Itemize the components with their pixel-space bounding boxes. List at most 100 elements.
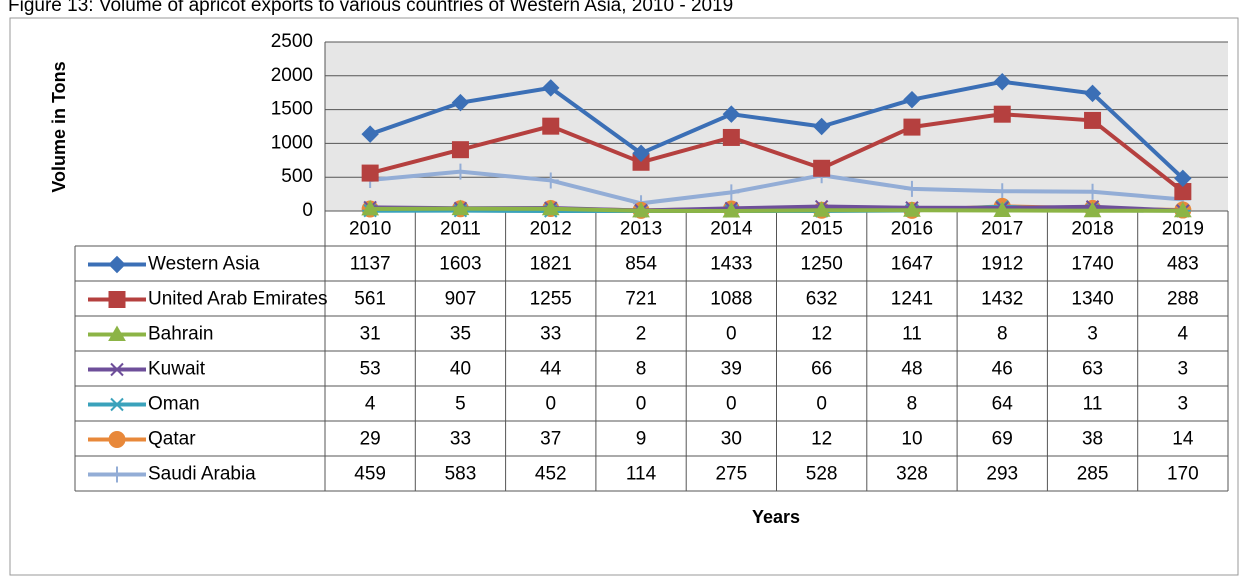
table-cell: 1740 (1071, 254, 1113, 275)
marker (632, 201, 650, 218)
y-tick-label: 2000 (271, 65, 313, 86)
marker (903, 180, 920, 197)
table-cell: 8 (636, 359, 647, 380)
table-cell: 14 (1172, 429, 1194, 450)
legend-label: Kuwait (148, 359, 206, 380)
x-tick-label: 2011 (440, 219, 481, 240)
marker (361, 125, 379, 143)
marker (722, 128, 740, 146)
marker (1083, 201, 1102, 218)
marker (723, 184, 740, 201)
table-cell: 39 (721, 359, 742, 380)
table-cell: 0 (816, 394, 827, 415)
legend-label: United Arab Emirates (148, 289, 328, 310)
y-tick-label: 1500 (271, 99, 313, 120)
table-cell: 0 (726, 324, 737, 345)
table-cell: 1912 (981, 254, 1023, 275)
y-tick-label: 500 (281, 166, 313, 187)
table-cell: 8 (907, 394, 918, 415)
table-cell: 328 (896, 464, 928, 485)
marker (451, 141, 469, 159)
x-tick-label: 2017 (981, 219, 1023, 240)
table-cell: 11 (1083, 394, 1103, 415)
x-tick-label: 2015 (801, 219, 843, 240)
table-cell: 114 (626, 464, 657, 485)
marker (1174, 169, 1192, 188)
table-cell: 583 (445, 464, 477, 485)
table-cell: 10 (901, 429, 922, 450)
table-cell: 3 (1178, 394, 1189, 415)
marker (632, 144, 650, 162)
marker (542, 172, 559, 189)
series-line (369, 79, 1185, 180)
marker (993, 201, 1012, 217)
marker (722, 201, 741, 218)
y-tick-label: 1000 (271, 132, 313, 153)
table-cell: 288 (1167, 289, 1199, 310)
table-cell: 1432 (981, 289, 1023, 310)
table-cell: 46 (992, 359, 1013, 380)
table-cell: 37 (540, 429, 561, 450)
legend-label: Qatar (148, 429, 196, 450)
marker (108, 255, 126, 274)
marker (903, 201, 921, 217)
table-cell: 1255 (530, 289, 572, 310)
legend-label: Saudi Arabia (148, 464, 256, 485)
table-cell: 30 (721, 429, 742, 450)
series-line (369, 169, 1184, 206)
table-cell: 528 (806, 464, 838, 485)
marker (903, 90, 921, 109)
series-line (369, 112, 1185, 194)
marker (451, 93, 470, 112)
table-cell: 275 (715, 464, 747, 485)
y-tick-label: 0 (302, 200, 313, 221)
x-tick-label: 2010 (349, 219, 391, 240)
y-tick-label: 2500 (271, 31, 313, 52)
table-cell: 38 (1082, 429, 1103, 450)
table-cell: 1821 (530, 254, 572, 275)
table-cell: 11 (902, 324, 922, 345)
table-cell: 721 (625, 289, 657, 310)
table-cell: 31 (360, 324, 381, 345)
y-axis-label: Volume in Tons (49, 61, 69, 192)
x-tick-label: 2019 (1162, 219, 1204, 240)
marker (108, 325, 126, 341)
marker (1084, 183, 1101, 200)
table-cell: 1603 (439, 254, 481, 275)
marker (108, 431, 126, 448)
table-cell: 44 (540, 359, 562, 380)
table-cell: 40 (450, 359, 471, 380)
table-cell: 285 (1077, 464, 1109, 485)
series-line (370, 206, 1183, 214)
table-cell: 1647 (891, 254, 933, 275)
table-cell: 4 (1178, 324, 1189, 345)
x-axis-label: Years (752, 507, 800, 527)
marker (993, 73, 1011, 91)
marker (542, 117, 560, 135)
marker (109, 466, 125, 483)
marker (1084, 111, 1102, 129)
marker (903, 118, 921, 136)
marker (108, 291, 126, 308)
table-cell: 8 (997, 324, 1008, 345)
x-tick-label: 2018 (1071, 219, 1113, 240)
marker (109, 397, 125, 412)
marker (110, 362, 124, 377)
legend-label: Bahrain (148, 324, 214, 345)
marker (813, 159, 831, 177)
table-cell: 3 (1178, 359, 1189, 380)
table-cell: 0 (726, 394, 737, 415)
marker (361, 164, 379, 182)
marker (812, 117, 831, 136)
marker (993, 105, 1011, 123)
table-cell: 293 (986, 464, 1018, 485)
table-cell: 561 (354, 289, 386, 310)
table-cell: 33 (540, 324, 561, 345)
marker (542, 79, 560, 97)
table-cell: 1340 (1071, 289, 1113, 310)
table-cell: 35 (450, 324, 471, 345)
table-cell: 1241 (891, 289, 933, 310)
marker (994, 183, 1011, 200)
table-cell: 12 (811, 429, 832, 450)
